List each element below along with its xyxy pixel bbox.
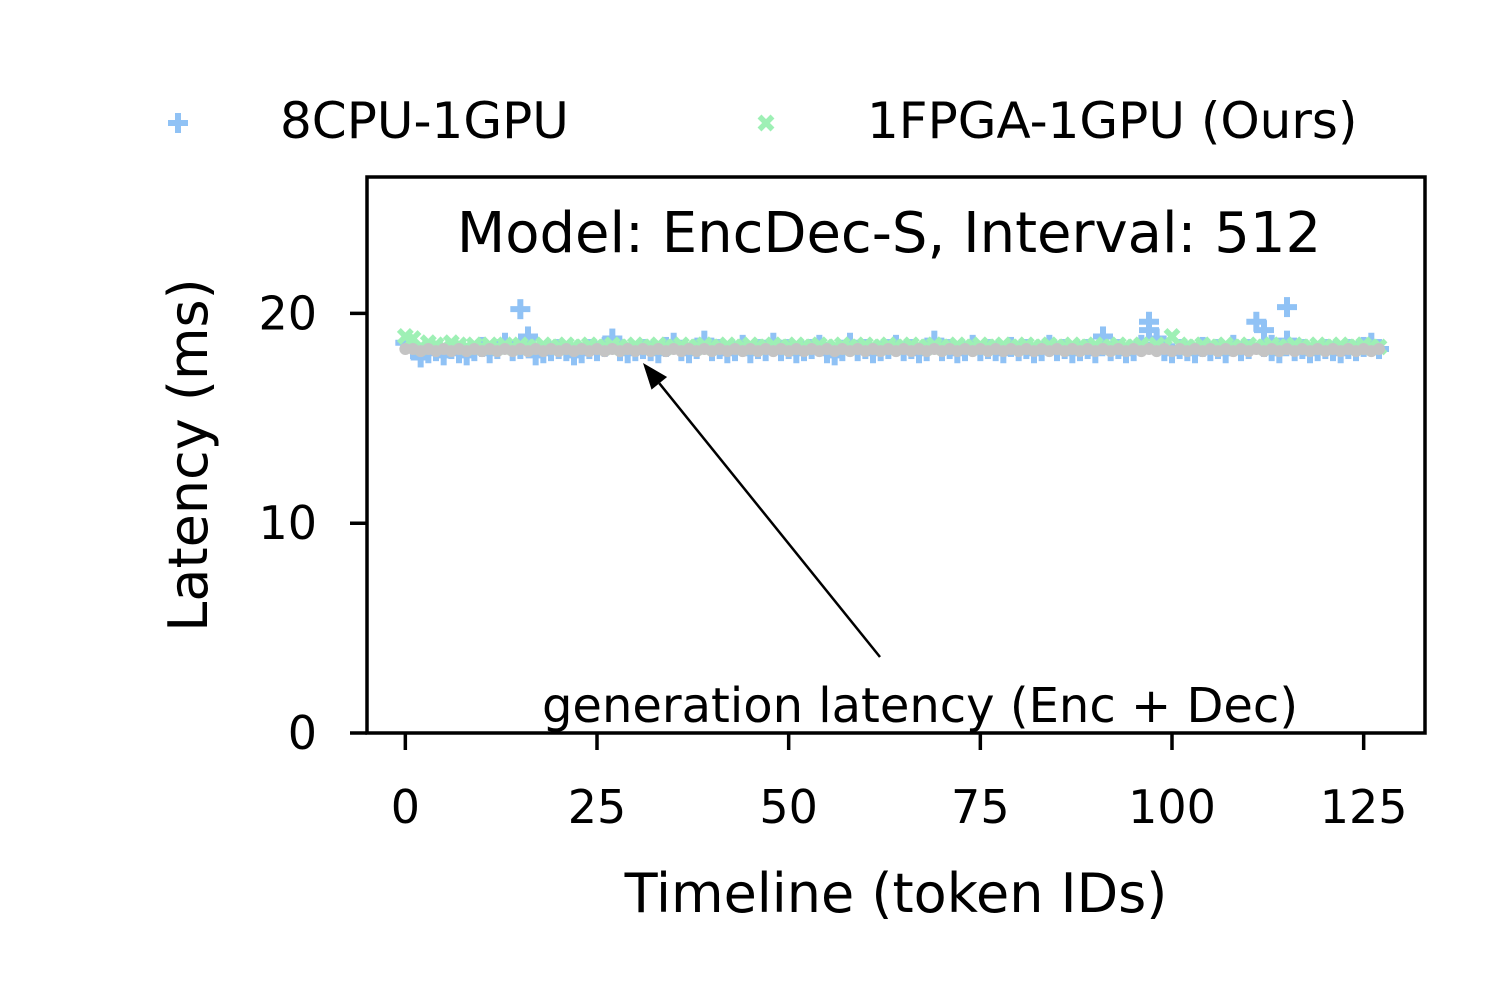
series-dot	[399, 343, 1385, 358]
annotation-text: generation latency (Enc + Dec)	[542, 678, 1298, 734]
point-x-marker	[757, 114, 775, 132]
scatter-points	[395, 297, 1389, 368]
annotation-arrow-line	[658, 382, 881, 658]
x-tick-label: 50	[759, 780, 818, 834]
plot-title: Model: EncDec-S, Interval: 512	[457, 201, 1321, 266]
annotation: generation latency (Enc + Dec)	[542, 363, 1298, 734]
y-axis-title: Latency (ms)	[157, 278, 220, 631]
point-x-marker	[404, 330, 422, 347]
legend-item: 1FPGA-1GPU (Ours)	[757, 92, 1357, 150]
plot-area-frame	[365, 175, 1427, 735]
data-point-1fpga-1gpu	[757, 114, 775, 132]
y-tick-label: 0	[288, 706, 317, 760]
data-point-8cpu-1gpu	[1139, 320, 1159, 341]
x-tick-label: 25	[568, 780, 627, 834]
x-tick-label: 100	[1128, 780, 1216, 834]
data-point-8cpu-1gpu	[1254, 320, 1274, 341]
y-tick-label: 20	[258, 286, 317, 340]
data-point-generation-latency	[1373, 343, 1385, 356]
data-point-8cpu-1gpu	[510, 299, 531, 320]
legend: 8CPU-1GPU 1FPGA-1GPU (Ours)	[168, 92, 1357, 150]
legend-label: 8CPU-1GPU	[280, 92, 569, 150]
annotation-arrow-head	[643, 363, 668, 390]
data-point-8cpu-1gpu	[1277, 297, 1297, 318]
point-x-marker	[1163, 328, 1181, 345]
x-tick-label: 125	[1320, 780, 1408, 834]
x-tick-label: 0	[391, 780, 420, 834]
axis-ticks: 0 25 50 75 100 125 0 10 20	[258, 286, 1407, 834]
x-tick-label: 75	[951, 780, 1010, 834]
legend-label: 1FPGA-1GPU (Ours)	[867, 92, 1357, 150]
legend-item: 8CPU-1GPU	[168, 92, 569, 150]
data-point-8cpu-1gpu	[168, 113, 188, 133]
x-axis-title: Timeline (token IDs)	[624, 862, 1168, 925]
y-tick-label: 10	[258, 496, 317, 550]
